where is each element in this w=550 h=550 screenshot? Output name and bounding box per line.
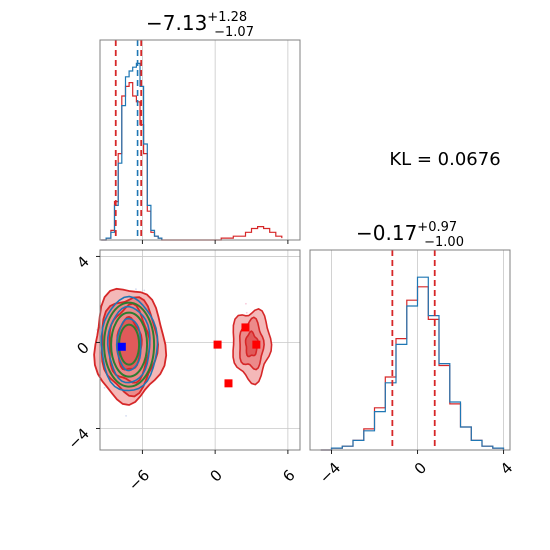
scatter-point xyxy=(245,311,248,314)
marginal-x2-blue-histogram xyxy=(320,276,505,451)
red-square-marker xyxy=(224,379,233,388)
marginal-x2-title-main: −0.17 xyxy=(356,221,417,245)
x-tick-label: 6 xyxy=(279,466,298,485)
y-tick-label: 4 xyxy=(73,253,92,272)
marginal-x2-frame xyxy=(309,249,511,451)
scatter-point xyxy=(125,414,127,417)
red-square-marker xyxy=(241,323,250,332)
x-tick-label: 4 xyxy=(497,459,516,478)
marginal-x2-red-histogram xyxy=(320,286,505,451)
marginal-x2-title-upper: +0.97 xyxy=(417,220,457,235)
joint-frame xyxy=(99,249,301,451)
marginal-x1-red-histogram xyxy=(101,82,283,241)
red-contour-secondary xyxy=(244,330,260,358)
scatter-point xyxy=(245,302,247,305)
scatter-point xyxy=(143,289,146,292)
blue-contour xyxy=(115,317,142,372)
green-contour xyxy=(110,311,149,378)
kl-divergence-label: KL = 0.0676 xyxy=(389,149,500,170)
scatter-point xyxy=(135,288,137,291)
x-tick-label: −4 xyxy=(316,459,344,487)
marginal-x1-title-main: −7.13 xyxy=(146,11,207,35)
marginal-panel-x2: −4 0 4 −0.17+0.97 −1.00 xyxy=(309,220,516,487)
x-tick-label: 0 xyxy=(411,459,430,478)
x-tick-label: −6 xyxy=(125,466,153,494)
red-square-marker xyxy=(252,340,261,349)
blue-contour xyxy=(100,295,159,392)
marginal-x2-title: −0.17+0.97 −1.00 xyxy=(356,220,464,250)
x-tick-label: 0 xyxy=(207,466,226,485)
marginal-x1-title-lower: −1.07 xyxy=(214,25,254,40)
joint-panel: −6 0 6 −4 0 4 xyxy=(64,249,301,494)
marginal-x1-blue-histogram xyxy=(101,62,163,241)
marginal-x1-title-upper: +1.28 xyxy=(207,10,247,25)
blue-contour xyxy=(106,305,151,384)
scatter-point xyxy=(103,386,106,389)
red-square-marker xyxy=(213,340,222,349)
marginal-x1-title: −7.13+1.28 −1.07 xyxy=(146,10,254,40)
y-tick-label: −4 xyxy=(64,425,92,453)
green-contour xyxy=(103,301,156,388)
blue-square-marker xyxy=(117,342,126,351)
marginal-panel-x1: −7.13+1.28 −1.07 xyxy=(99,10,301,244)
marginal-x2-title-lower: −1.00 xyxy=(424,235,464,250)
y-tick-label: 0 xyxy=(73,339,92,358)
marginal-x1-frame xyxy=(99,39,301,241)
